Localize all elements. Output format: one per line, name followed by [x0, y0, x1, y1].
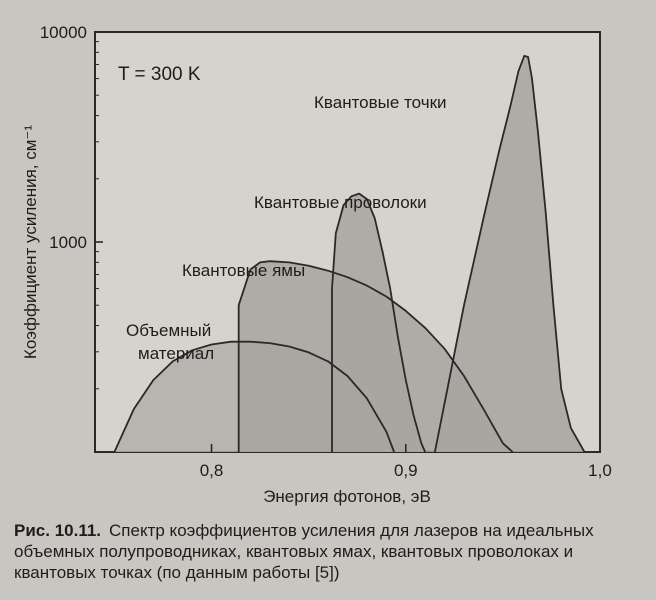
figure-number: Рис. 10.11. — [14, 521, 102, 540]
series-area-quantum-wires — [332, 193, 426, 452]
figure-caption-text: Спектр коэффициентов усиления для лазеро… — [14, 521, 594, 582]
gain-spectrum-chart: 0,8 0,9 1,0 1000 10000 T = 300 K Объемный ма… — [21, 23, 612, 506]
ticks-group: 0,8 0,9 1,0 1000 10000 — [40, 23, 612, 480]
x-tick-label-2: 1,0 — [588, 461, 612, 480]
x-axis-label: Энергия фотонов, эВ — [263, 487, 431, 506]
x-tick-label-0: 0,8 — [200, 461, 224, 480]
series-label-quantum-wires: Квантовые проволоки — [254, 193, 427, 212]
series-line-quantum-wires — [331, 192, 427, 453]
series-label-bulk-line2: материал — [138, 344, 214, 363]
y-axis-label: Коэффициент усиления, см⁻¹ — [21, 125, 40, 359]
series-area-quantum-dots — [434, 55, 585, 453]
x-tick-label-1: 0,9 — [394, 461, 418, 480]
series-line-quantum-dots — [434, 54, 586, 453]
y-tick-label-0: 1000 — [49, 233, 87, 252]
temperature-annotation: T = 300 K — [118, 64, 201, 85]
series-label-quantum-dots: Квантовые точки — [314, 93, 447, 112]
series-line-quantum-wells — [237, 260, 514, 453]
series-group — [113, 54, 586, 453]
series-label-bulk-line1: Объемный — [126, 321, 211, 340]
series-label-quantum-wells: Квантовые ямы — [182, 261, 305, 280]
figure-caption: Рис. 10.11. Спектр коэффициентов усиления… — [14, 520, 644, 583]
series-line-bulk-material — [113, 340, 395, 453]
y-tick-label-1: 10000 — [40, 23, 87, 42]
